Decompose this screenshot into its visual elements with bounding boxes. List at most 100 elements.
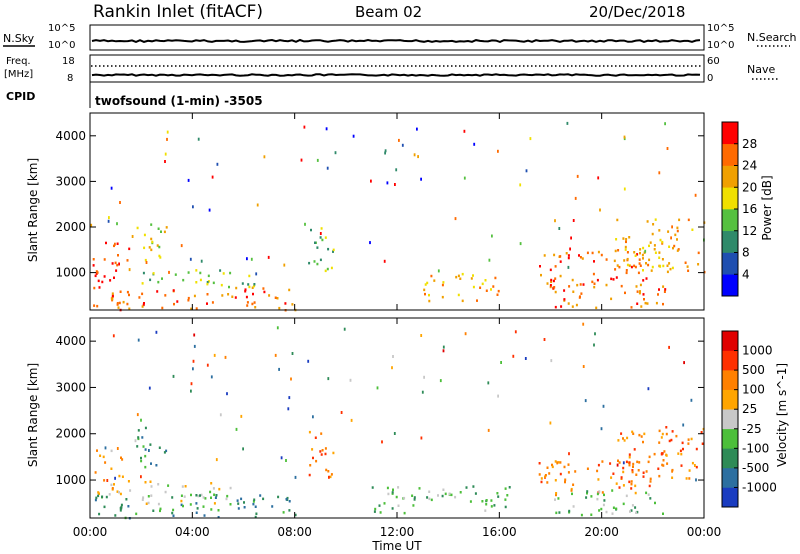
power-cell (614, 249, 617, 253)
velocity-cell (630, 487, 633, 490)
xtick-label: 16:00 (482, 525, 517, 539)
velocity-echo (423, 375, 425, 379)
velocity-cell (628, 461, 631, 464)
power-cell (111, 292, 114, 295)
power-cell (457, 293, 460, 297)
velocity-cell (255, 512, 258, 515)
power-cell (117, 254, 119, 257)
power-cell (96, 304, 99, 308)
velocity-colorbar-segment (722, 370, 738, 390)
power-cell (623, 259, 626, 262)
velocity-cell (567, 463, 570, 466)
velocity-echo (140, 418, 142, 422)
velocity-cell (150, 494, 153, 497)
velocity-cell (324, 452, 327, 456)
power-cells (90, 121, 706, 312)
power-echo (90, 223, 93, 227)
velocity-cell (320, 432, 323, 435)
power-cell (150, 248, 153, 252)
velocity-cell (135, 512, 138, 516)
power-cell (661, 240, 664, 244)
velocity-cell (465, 486, 468, 489)
velocity-cell (645, 470, 648, 473)
velocity-echo (278, 367, 280, 371)
velocity-cell (103, 479, 106, 482)
velocity-cell (554, 460, 557, 463)
velocity-cell (538, 473, 541, 476)
velocity-cell (598, 509, 601, 512)
velocity-echo (312, 415, 314, 419)
velocity-cell (386, 486, 389, 490)
power-echo (659, 264, 662, 268)
velocity-cell (325, 468, 328, 472)
power-echo (416, 127, 418, 131)
velocity-echo (500, 361, 502, 364)
power-cell (291, 303, 294, 306)
velocity-cell (94, 498, 97, 502)
velocity-echo (219, 413, 222, 417)
power-cell (109, 279, 112, 282)
power-cell (639, 248, 642, 251)
power-echo (197, 137, 200, 141)
velocity-cell (147, 501, 150, 505)
velocity-cell (622, 470, 625, 474)
velocity-echo (600, 427, 603, 431)
power-echo (529, 137, 532, 141)
power-cell (128, 307, 131, 310)
velocity-cell (99, 454, 102, 457)
velocity-echo (420, 334, 423, 337)
velocity-cell (601, 491, 604, 494)
power-echo (488, 258, 491, 262)
velocity-cell (141, 498, 144, 501)
velocity-cell (209, 490, 212, 494)
velocity-cell (254, 515, 257, 519)
power-cell (649, 241, 652, 244)
power-cell (128, 293, 130, 297)
velocity-cell (506, 494, 509, 497)
power-cell (119, 290, 122, 293)
power-cell (676, 226, 679, 230)
velocity-echo (114, 476, 116, 480)
velocity-echo (340, 411, 343, 414)
velocity-cell (647, 460, 650, 464)
power-echo (473, 142, 476, 146)
power-echo (572, 219, 575, 222)
power-cell (559, 260, 562, 263)
velocity-cell (597, 478, 600, 481)
power-cell (195, 269, 198, 272)
power-cell (142, 271, 145, 275)
power-cell (549, 285, 552, 289)
velocity-cell (570, 487, 573, 491)
power-cell (646, 220, 649, 223)
velocity-cell (631, 469, 634, 472)
power-cell (461, 272, 464, 276)
velocity-cell (430, 498, 433, 502)
power-echo (658, 171, 661, 175)
velocity-echo (190, 382, 193, 386)
power-cell (113, 276, 115, 279)
velocity-cell (485, 503, 488, 506)
power-cell (671, 266, 674, 270)
power-cell (655, 301, 658, 305)
nave-label: Nave (747, 63, 775, 76)
velocity-cell (481, 500, 484, 503)
velocity-echo (134, 439, 137, 443)
velocity-cell (618, 486, 621, 489)
velocity-cell (217, 509, 220, 512)
velocity-cell (180, 494, 183, 497)
power-echo (644, 249, 647, 253)
power-cell (591, 251, 594, 255)
velocity-cell (441, 494, 444, 498)
velocity-cell (147, 495, 150, 498)
velocity-cell (574, 470, 577, 473)
power-cell (567, 254, 570, 257)
velocity-cell (330, 473, 333, 476)
velocity-cell (628, 480, 631, 484)
velocity-cell (226, 494, 229, 498)
velocity-cell (149, 480, 152, 483)
power-cell (116, 303, 119, 306)
power-cell (641, 253, 644, 257)
velocity-echo (694, 464, 696, 467)
velocity-echo (543, 338, 546, 341)
power-echo (574, 196, 577, 200)
